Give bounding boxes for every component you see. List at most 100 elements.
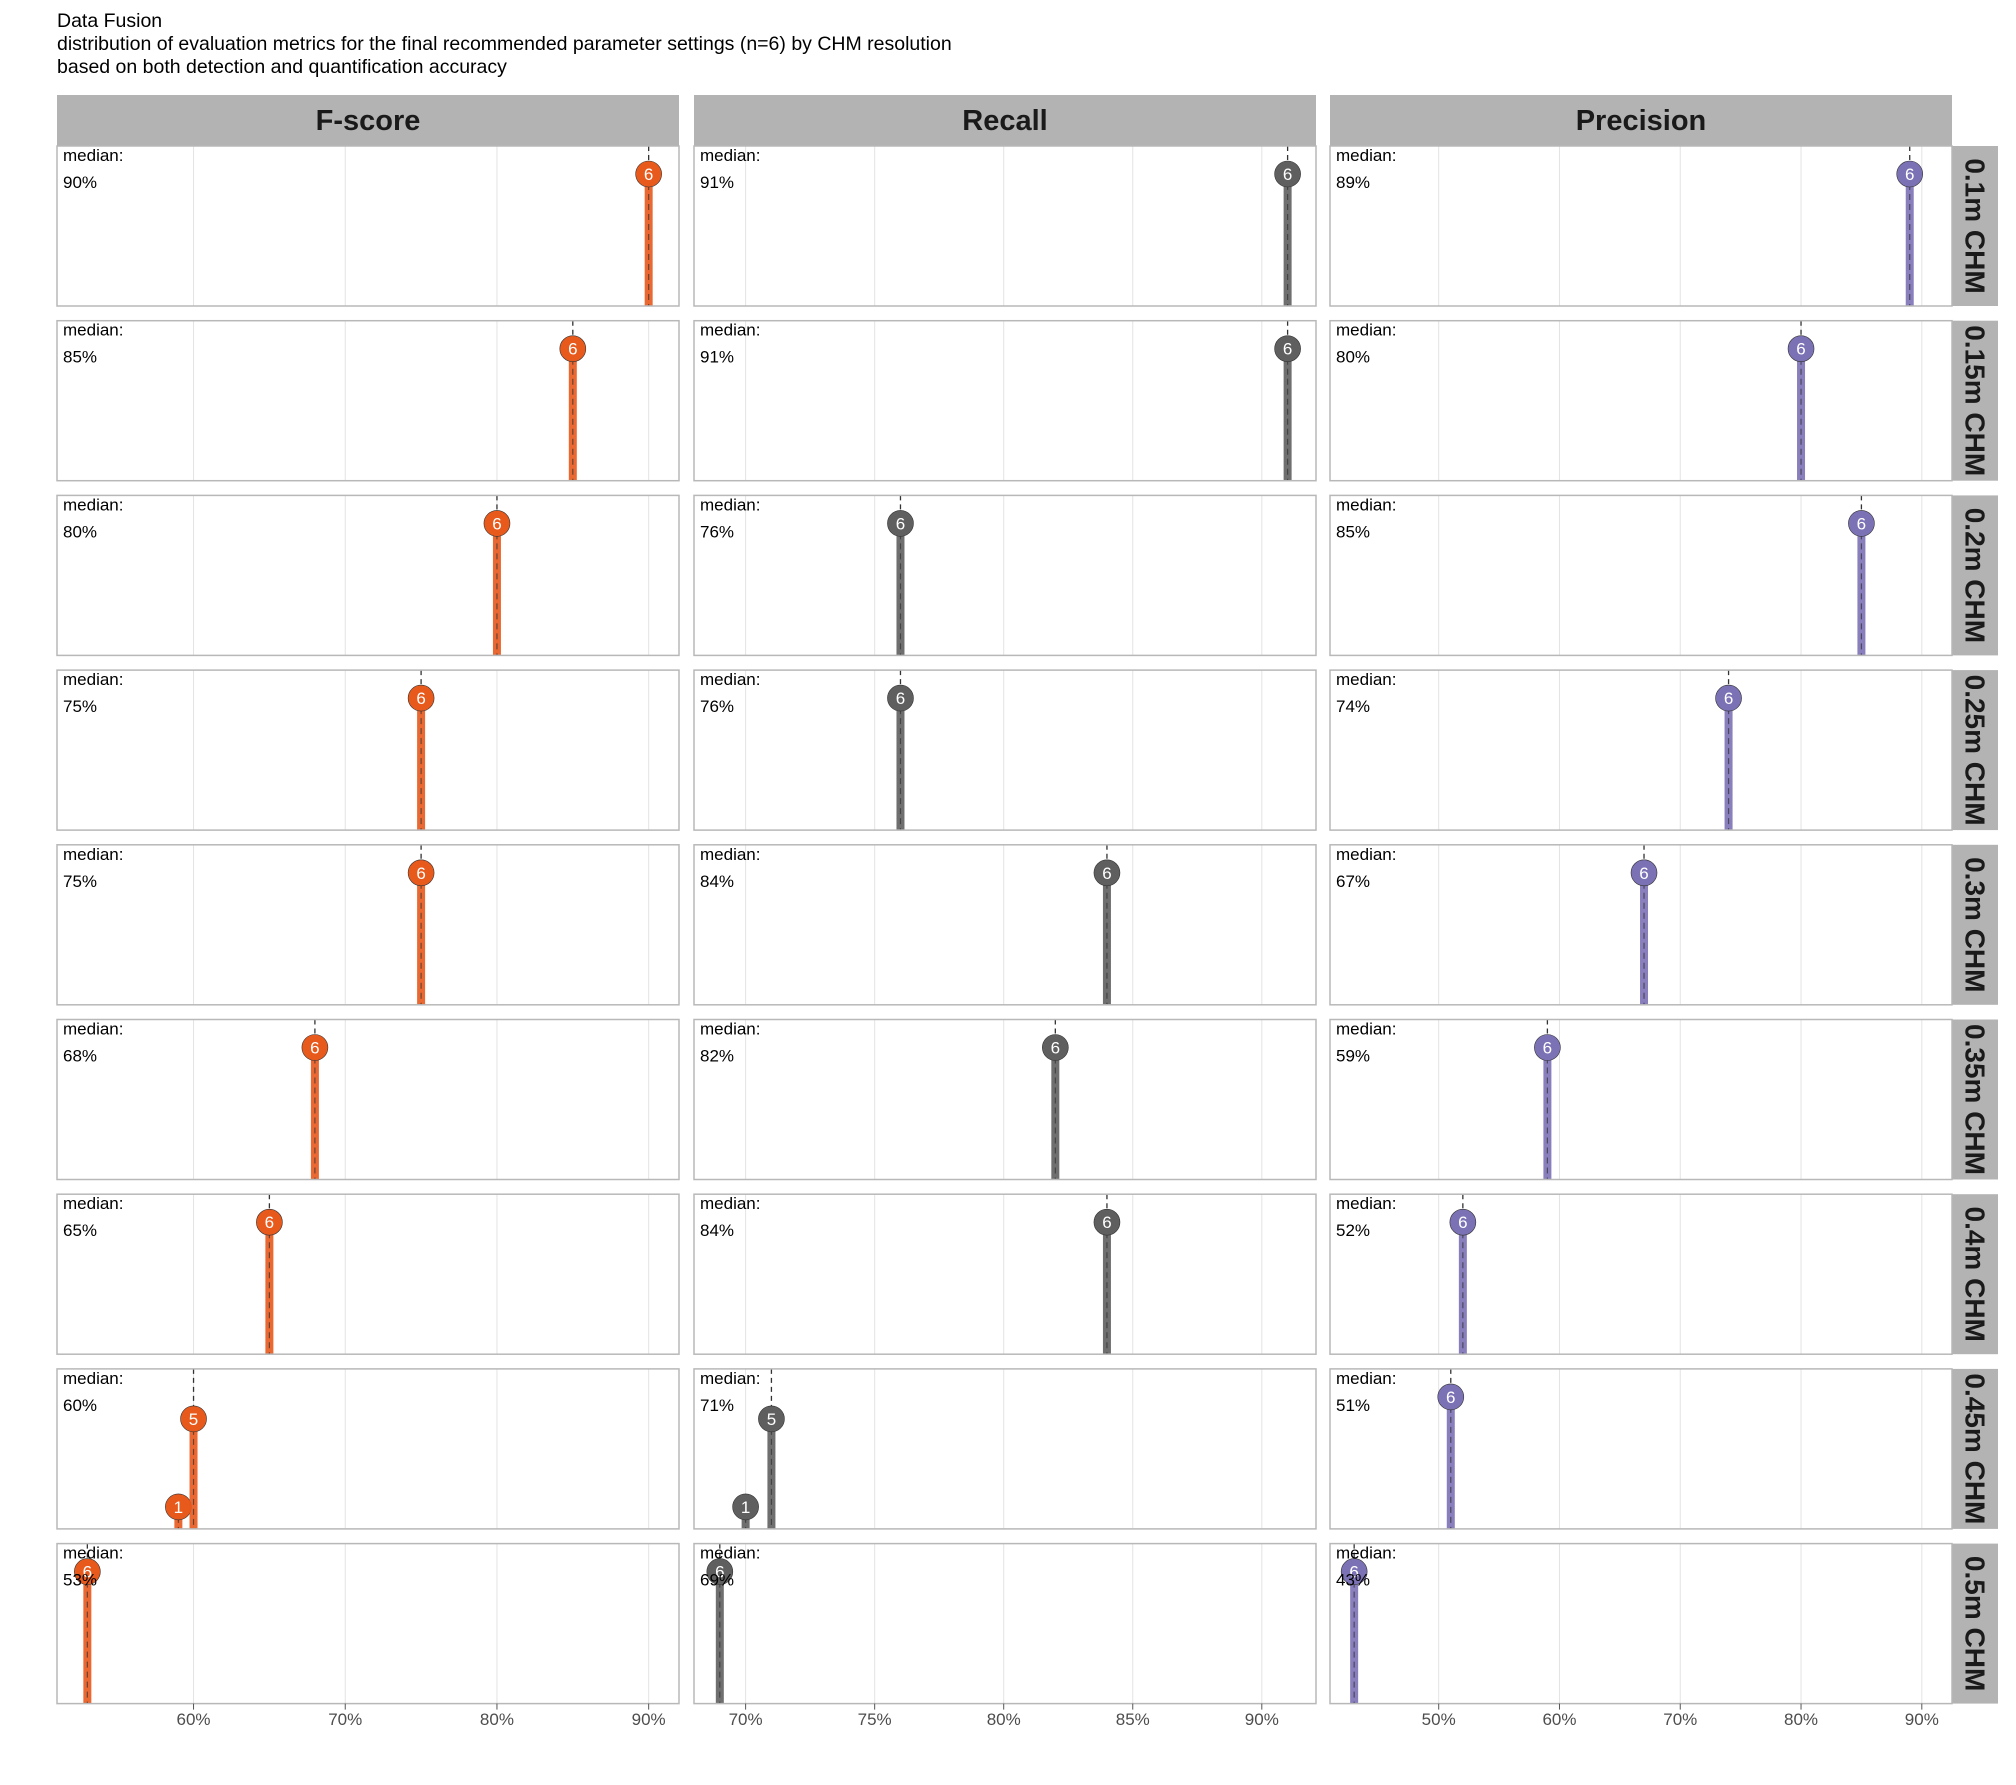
median-prefix-label: median: xyxy=(1336,321,1396,340)
panel-f-score-3: 6 median: 75% xyxy=(56,669,680,831)
row-strip-label: 0.45m CHM xyxy=(1960,1373,1991,1524)
panel-border xyxy=(56,145,680,307)
panel-f-score-1: 6 median: 85% xyxy=(56,319,680,482)
panel-border xyxy=(693,1018,1317,1181)
lollipop-point xyxy=(1534,1034,1561,1061)
median-prefix-label: median: xyxy=(1336,670,1396,689)
chart-title: Data Fusion xyxy=(57,10,163,32)
row-strip xyxy=(1952,1368,1998,1529)
panel-border xyxy=(56,494,680,657)
lollipop-point xyxy=(732,1493,759,1521)
lollipop-count-label: 1 xyxy=(174,1498,183,1517)
lollipop-point xyxy=(1449,1208,1477,1236)
median-prefix-label: median: xyxy=(63,146,123,165)
median-value-label: 91% xyxy=(700,348,734,367)
median-value-label: 60% xyxy=(63,1396,97,1415)
panel-recall-5: 6 median: 82% xyxy=(693,1018,1317,1181)
median-prefix-label: median: xyxy=(63,1020,123,1039)
lollipop-point xyxy=(301,1034,329,1061)
lollipop-count-label: 5 xyxy=(189,1410,198,1429)
panel-precision-2: 6 median: 85% xyxy=(1329,494,1953,657)
median-value-label: 52% xyxy=(1336,1221,1370,1240)
panel-recall-0: 6 median: 91% xyxy=(693,145,1317,307)
panel-precision-1: 6 median: 80% xyxy=(1329,319,1953,482)
lollipop-count-label: 6 xyxy=(715,1563,724,1582)
median-value-label: 67% xyxy=(1336,872,1370,891)
panel-border xyxy=(56,669,680,831)
panel-border xyxy=(1329,1368,1953,1530)
row-strip xyxy=(1952,670,1998,831)
panel-precision-5: 6 median: 59% xyxy=(1329,1018,1953,1181)
median-value-label: 75% xyxy=(63,872,97,891)
chart-titles: Data Fusion distribution of evaluation m… xyxy=(57,10,952,79)
panel-border xyxy=(1329,494,1953,657)
median-value-label: 84% xyxy=(700,872,734,891)
panel-precision-7: 6 median: 51% xyxy=(1329,1368,1953,1530)
median-prefix-label: median: xyxy=(700,1544,760,1563)
row-strip xyxy=(1952,844,1998,1005)
column-strip-label: Recall xyxy=(962,105,1047,137)
median-prefix-label: median: xyxy=(63,495,123,514)
chart-subtitle-line2: based on both detection and quantificati… xyxy=(57,56,507,78)
lollipop-point xyxy=(1437,1383,1465,1411)
panel-border xyxy=(56,1193,680,1355)
lollipop-point xyxy=(1093,1208,1121,1236)
median-prefix-label: median: xyxy=(1336,1369,1396,1388)
median-value-label: 59% xyxy=(1336,1047,1370,1066)
row-strip-label: 0.5m CHM xyxy=(1960,1556,1991,1691)
lollipop-count-label: 6 xyxy=(1051,1039,1060,1058)
lollipop-count-label: 6 xyxy=(265,1213,274,1232)
median-prefix-label: median: xyxy=(63,1369,123,1388)
column-strip-precision xyxy=(1330,95,1952,146)
row-strip-label: 0.35m CHM xyxy=(1960,1024,1991,1175)
panel-border xyxy=(693,1368,1317,1530)
lollipop-count-label: 6 xyxy=(1905,165,1914,184)
lollipop-count-label: 6 xyxy=(1349,1563,1358,1582)
median-prefix-label: median: xyxy=(1336,1544,1396,1563)
median-value-label: 68% xyxy=(63,1047,97,1066)
panel-border xyxy=(693,319,1317,482)
panel-f-score-2: 6 median: 80% xyxy=(56,494,680,657)
lollipop-count-label: 6 xyxy=(310,1039,319,1058)
median-prefix-label: median: xyxy=(700,1369,760,1388)
panel-border xyxy=(1329,319,1953,482)
lollipop-count-label: 6 xyxy=(1857,514,1866,533)
median-value-label: 89% xyxy=(1336,173,1370,192)
lollipop-count-label: 6 xyxy=(83,1563,92,1582)
median-prefix-label: median: xyxy=(63,1544,123,1563)
median-prefix-label: median: xyxy=(63,1194,123,1213)
lollipop-point xyxy=(256,1208,283,1236)
lollipop-count-label: 6 xyxy=(1102,1213,1111,1232)
median-value-label: 74% xyxy=(1336,697,1370,716)
panel-f-score-7: 1 5 median: 60% xyxy=(56,1368,680,1530)
lollipop-count-label: 6 xyxy=(1446,1388,1455,1407)
panel-border xyxy=(1329,669,1953,831)
panel-precision-0: 6 median: 89% xyxy=(1329,145,1953,307)
column-strip-recall xyxy=(694,95,1316,146)
median-value-label: 71% xyxy=(700,1396,734,1415)
median-value-label: 76% xyxy=(700,522,734,541)
median-value-label: 65% xyxy=(63,1221,97,1240)
median-value-label: 76% xyxy=(700,697,734,716)
x-tick-label: 70% xyxy=(729,1710,763,1729)
median-value-label: 43% xyxy=(1336,1571,1370,1590)
panel-recall-1: 6 median: 91% xyxy=(693,319,1317,482)
x-tick-label: 70% xyxy=(328,1710,362,1729)
lollipop-count-label: 6 xyxy=(1102,864,1111,883)
lollipop-point xyxy=(1787,335,1815,363)
lollipop-point xyxy=(1848,510,1875,537)
median-value-label: 91% xyxy=(700,173,734,192)
x-tick-label: 50% xyxy=(1422,1710,1456,1729)
panel-border xyxy=(1329,1542,1953,1705)
median-prefix-label: median: xyxy=(1336,146,1396,165)
median-prefix-label: median: xyxy=(700,845,760,864)
panel-recall-6: 6 median: 84% xyxy=(693,1193,1317,1355)
panel-f-score-5: 6 median: 68% xyxy=(56,1018,680,1181)
lollipop-point xyxy=(706,1558,734,1585)
lollipop-point xyxy=(180,1405,207,1433)
lollipop-count-label: 6 xyxy=(896,514,905,533)
lollipop-count-label: 6 xyxy=(1639,864,1648,883)
x-tick-label: 70% xyxy=(1663,1710,1697,1729)
median-prefix-label: median: xyxy=(1336,845,1396,864)
median-value-label: 90% xyxy=(63,173,97,192)
